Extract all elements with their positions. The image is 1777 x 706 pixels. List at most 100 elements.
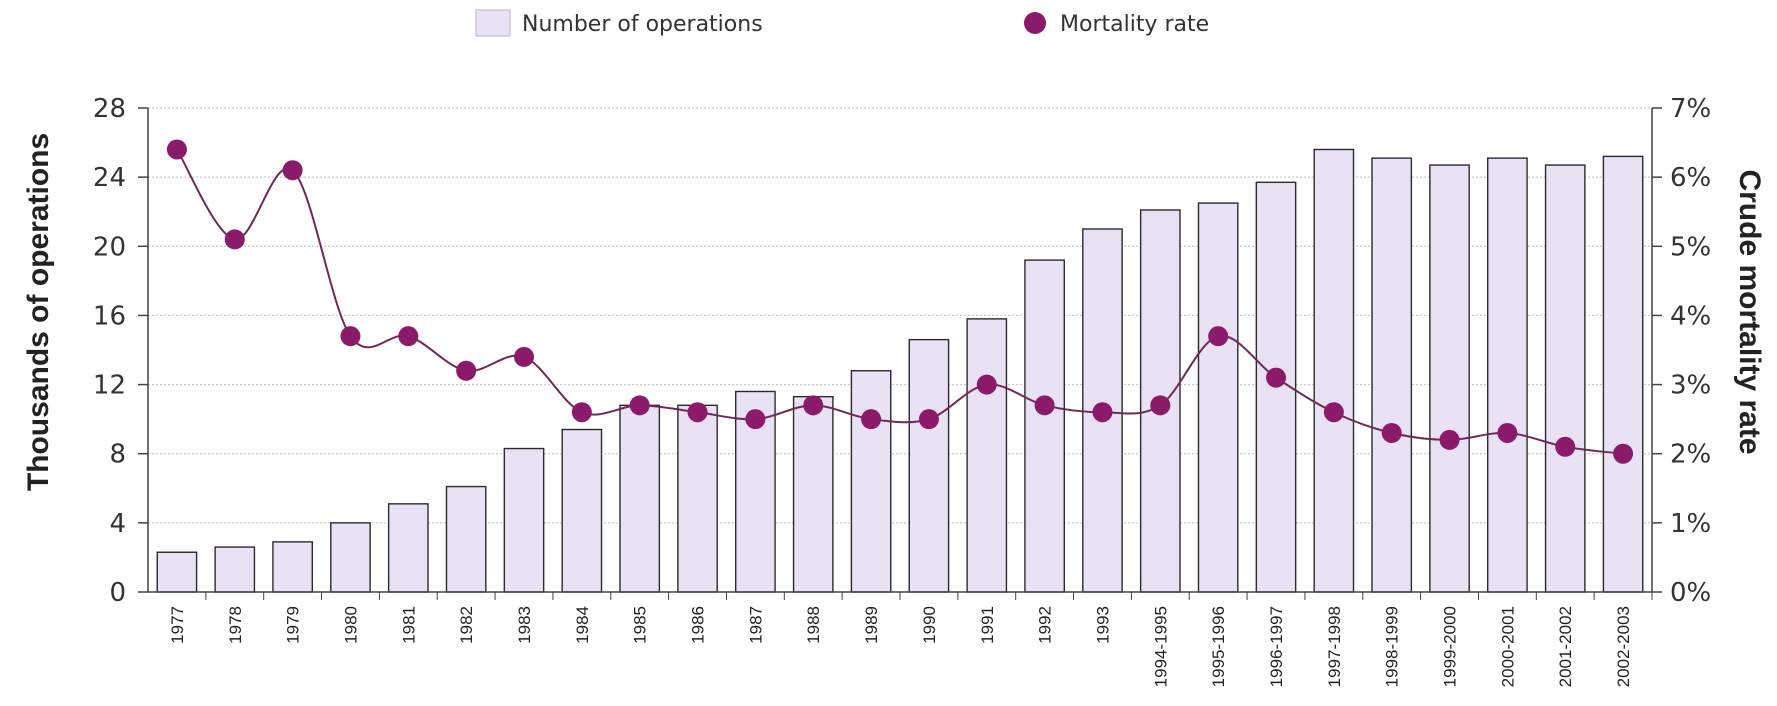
mortality-point: [1092, 402, 1113, 423]
right-tick-label: 2%: [1670, 440, 1711, 470]
x-tick-label: 1988: [804, 606, 823, 644]
bar: [619, 404, 661, 593]
mortality-point: [166, 139, 187, 160]
right-tick-label: 1%: [1670, 509, 1711, 539]
bar: [214, 546, 256, 593]
bar: [561, 428, 603, 593]
right-tick-label: 5%: [1670, 232, 1711, 262]
x-tick-label: 1998-1999: [1383, 606, 1402, 687]
legend-label-operations: Number of operations: [522, 12, 763, 37]
right-tick-label: 3%: [1670, 371, 1711, 401]
x-tick-label: 1982: [457, 606, 476, 644]
x-tick-label: 2000-2001: [1498, 606, 1517, 687]
mortality-point: [1613, 443, 1634, 464]
x-tick-label: 1983: [515, 606, 534, 644]
mortality-point: [1034, 395, 1055, 416]
left-tick-label: 4: [109, 509, 126, 539]
bar: [272, 541, 313, 593]
mortality-point: [1497, 422, 1518, 443]
x-tick-label: 1990: [920, 606, 939, 644]
bar: [850, 370, 892, 593]
left-tick-label: 20: [93, 232, 126, 262]
legend-marker-mortality: [1024, 12, 1046, 34]
right-tick-label: 7%: [1670, 94, 1711, 124]
x-tick-label: 1997-1998: [1325, 606, 1344, 687]
bar: [966, 318, 1008, 593]
x-tick-label: 1981: [399, 606, 418, 644]
gridlines: [148, 107, 1652, 524]
x-tick-label: 1991: [978, 606, 997, 644]
x-tick-label: 1994-1995: [1151, 606, 1170, 687]
bar: [677, 404, 718, 593]
bar: [330, 522, 371, 593]
legend-swatch-operations: [475, 9, 511, 37]
x-tick-label: 1985: [631, 606, 650, 644]
bar: [1313, 148, 1355, 593]
bar: [445, 485, 487, 593]
x-tick-label: 1979: [284, 606, 303, 644]
x-tick-label: 1989: [862, 606, 881, 644]
left-tick-label: 8: [109, 440, 126, 470]
mortality-point: [803, 395, 824, 416]
x-tick-label: 1993: [1093, 606, 1112, 644]
mortality-point: [1323, 402, 1344, 423]
x-tick-label: 1987: [746, 606, 765, 644]
bar: [1429, 164, 1470, 593]
mortality-point: [1381, 422, 1402, 443]
right-tick-label: 4%: [1670, 301, 1711, 331]
mortality-point: [1555, 436, 1576, 457]
bar: [503, 447, 545, 593]
mortality-point: [224, 229, 245, 250]
x-tick-label: 1984: [573, 606, 592, 644]
x-tick-label: 1980: [341, 606, 360, 644]
mortality-point: [687, 402, 708, 423]
bar: [1544, 164, 1586, 593]
line-series-mortality: [166, 139, 1634, 464]
bar: [156, 551, 198, 593]
x-tick-label: 1978: [226, 606, 245, 644]
bar: [1082, 228, 1123, 593]
mortality-point: [282, 160, 303, 181]
mortality-point: [340, 326, 361, 347]
axes: [138, 107, 1662, 600]
mortality-point: [398, 326, 419, 347]
mortality-point: [629, 395, 650, 416]
left-tick-label: 24: [93, 163, 126, 193]
left-axis-title: Thousands of operations: [22, 133, 55, 491]
mortality-point: [976, 374, 997, 395]
x-tick-label: 1999-2000: [1441, 606, 1460, 687]
x-tick-label: 2001-2002: [1556, 606, 1575, 687]
right-tick-label: 6%: [1670, 163, 1711, 193]
left-tick-label: 0: [109, 578, 126, 608]
bar: [792, 395, 834, 593]
mortality-point: [1208, 326, 1229, 347]
mortality-point: [745, 409, 766, 430]
right-tick-label: 0%: [1670, 578, 1711, 608]
mortality-point: [918, 409, 939, 430]
x-tick-label: 1977: [168, 606, 187, 644]
mortality-point: [456, 360, 477, 381]
legend: Number of operations Mortality rate: [475, 9, 1209, 37]
mortality-point: [514, 346, 534, 367]
mortality-point: [1150, 395, 1171, 416]
bar: [1371, 157, 1413, 593]
x-tick-label: 1986: [689, 606, 708, 644]
bar: [1602, 155, 1644, 593]
x-tick-label: 1996-1997: [1267, 606, 1286, 687]
bar: [1024, 259, 1065, 593]
bar: [908, 338, 950, 593]
left-tick-label: 12: [93, 371, 126, 401]
legend-label-mortality: Mortality rate: [1060, 12, 1209, 37]
left-tick-label: 16: [93, 301, 126, 331]
x-tick-label: 1992: [1036, 606, 1055, 644]
bar: [1487, 157, 1528, 593]
bar-series-operations: [156, 148, 1644, 593]
x-tick-label: 1995-1996: [1209, 606, 1228, 687]
left-axis-ticks: 0 4 8 12 16 20 24 28: [93, 94, 126, 608]
mortality-point: [571, 402, 592, 423]
bar: [387, 503, 429, 593]
mortality-point: [1439, 429, 1460, 450]
right-axis-title: Crude mortality rate: [1733, 169, 1766, 454]
bar: [1197, 202, 1239, 593]
left-tick-label: 28: [93, 94, 126, 124]
